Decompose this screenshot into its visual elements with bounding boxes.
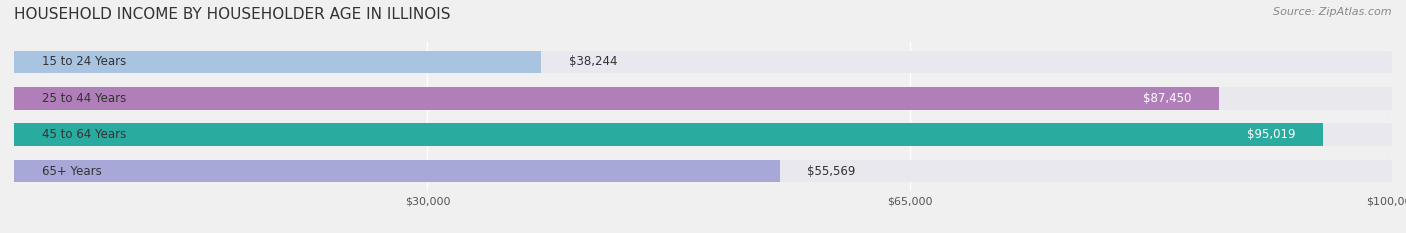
Text: 25 to 44 Years: 25 to 44 Years bbox=[42, 92, 127, 105]
Text: $95,019: $95,019 bbox=[1247, 128, 1296, 141]
Text: $55,569: $55,569 bbox=[807, 164, 856, 178]
Bar bbox=[14, 87, 1219, 110]
Bar bbox=[14, 51, 1392, 73]
Text: 15 to 24 Years: 15 to 24 Years bbox=[42, 55, 127, 69]
Text: $87,450: $87,450 bbox=[1143, 92, 1191, 105]
Bar bbox=[14, 123, 1392, 146]
Text: Source: ZipAtlas.com: Source: ZipAtlas.com bbox=[1274, 7, 1392, 17]
Bar bbox=[14, 160, 1392, 182]
Text: 65+ Years: 65+ Years bbox=[42, 164, 101, 178]
Text: 45 to 64 Years: 45 to 64 Years bbox=[42, 128, 127, 141]
Text: $38,244: $38,244 bbox=[568, 55, 617, 69]
Text: HOUSEHOLD INCOME BY HOUSEHOLDER AGE IN ILLINOIS: HOUSEHOLD INCOME BY HOUSEHOLDER AGE IN I… bbox=[14, 7, 450, 22]
Bar bbox=[14, 160, 780, 182]
Bar bbox=[14, 51, 541, 73]
Bar bbox=[14, 87, 1392, 110]
Bar bbox=[14, 123, 1323, 146]
